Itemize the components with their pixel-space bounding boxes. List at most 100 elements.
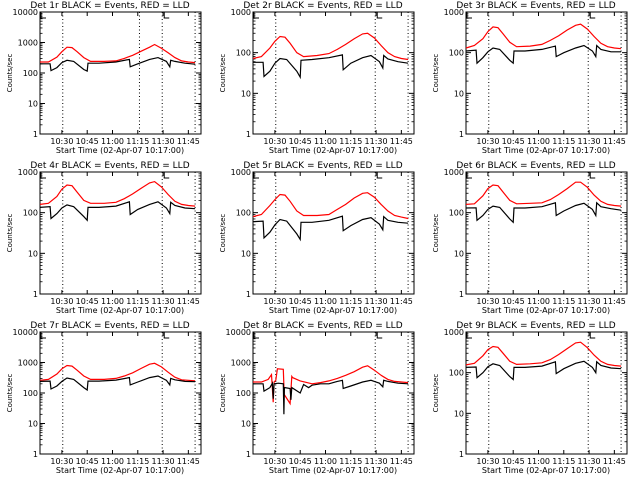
x-tick-label: 11:30	[365, 137, 388, 146]
eclipse-marker	[253, 331, 259, 339]
panel-title: Det 7r BLACK = Events, RED = LLD	[30, 321, 189, 331]
x-tick-label: 11:15	[339, 457, 362, 466]
events-series-line	[253, 54, 409, 80]
x-axis-label: Start Time (02-Apr-07 10:17:00)	[269, 306, 397, 315]
panel-title: Det 9r BLACK = Events, RED = LLD	[456, 321, 615, 331]
eclipse-marker	[40, 331, 46, 339]
x-tick-label: 11:45	[177, 297, 200, 306]
x-tick-label: 10:45	[502, 297, 525, 306]
y-tick-label: 10	[28, 100, 38, 109]
lld-series-line	[252, 32, 409, 61]
x-tick-label: 11:00	[314, 137, 337, 146]
lld-series-line	[465, 341, 622, 367]
x-tick-label: 10:30	[50, 137, 73, 146]
x-tick-label: 11:15	[126, 137, 149, 146]
panel-title: Det 1r BLACK = Events, RED = LLD	[30, 1, 189, 11]
x-tick-label: 10:45	[502, 457, 525, 466]
x-tick-label: 11:15	[552, 297, 575, 306]
x-axis-label: Start Time (02-Apr-07 10:17:00)	[56, 146, 184, 155]
y-axis-label: Counts/sec	[219, 214, 227, 253]
y-tick-label: 1	[459, 450, 464, 459]
y-tick-label: 1	[33, 130, 38, 139]
y-tick-label: 10000	[13, 328, 38, 337]
eclipse-marker	[40, 171, 46, 179]
x-tick-label: 11:45	[603, 457, 626, 466]
eclipse-marker	[40, 11, 46, 19]
eclipse-marker	[589, 171, 596, 179]
lld-series-line	[40, 43, 196, 64]
eclipse-marker	[376, 331, 383, 339]
y-tick-label: 1	[246, 130, 251, 139]
x-tick-label: 11:30	[152, 137, 175, 146]
y-axis-label: Counts/sec	[432, 214, 440, 253]
x-tick-label: 11:45	[390, 137, 413, 146]
x-tick-label: 10:45	[76, 297, 99, 306]
x-tick-label: 10:30	[476, 457, 499, 466]
y-tick-label: 10000	[13, 8, 38, 17]
lld-series-line	[253, 365, 409, 406]
y-axis-label: Counts/sec	[219, 54, 227, 93]
eclipse-marker	[253, 171, 259, 179]
plot-frame	[39, 331, 202, 455]
y-axis-label: Counts/sec	[6, 374, 14, 413]
y-tick-label: 1	[33, 450, 38, 459]
panel-title: Det 8r BLACK = Events, RED = LLD	[243, 321, 402, 331]
y-tick-label: 10	[454, 89, 464, 98]
x-tick-label: 11:00	[101, 137, 124, 146]
x-tick-label: 11:00	[527, 137, 550, 146]
x-tick-label: 10:45	[76, 457, 99, 466]
x-tick-label: 11:30	[365, 297, 388, 306]
detector-panel: Det 8r BLACK = Events, RED = LLD 1 10 100 10…	[219, 321, 415, 475]
eclipse-marker	[466, 331, 472, 339]
x-tick-label: 11:45	[390, 457, 413, 466]
x-tick-label: 10:30	[263, 297, 286, 306]
eclipse-marker	[466, 171, 472, 179]
events-series-line	[253, 379, 409, 415]
x-tick-label: 11:30	[578, 457, 601, 466]
y-axis-label: Counts/sec	[219, 374, 227, 413]
y-tick-label: 100	[236, 209, 251, 218]
y-tick-label: 1000	[444, 168, 464, 177]
detector-panel: Det 3r BLACK = Events, RED = LLD 1 10 100 10…	[432, 1, 628, 155]
y-tick-label: 100	[23, 209, 38, 218]
x-tick-label: 11:45	[603, 297, 626, 306]
events-series-line	[252, 215, 409, 242]
plot-frame	[39, 11, 202, 135]
x-tick-label: 11:30	[152, 297, 175, 306]
x-tick-label: 11:00	[314, 457, 337, 466]
lld-series-line	[39, 362, 196, 382]
detector-panel: Det 1r BLACK = Events, RED = LLD 1 10 100 10…	[6, 1, 202, 155]
y-tick-label: 1000	[18, 359, 38, 368]
y-tick-label: 1000	[444, 8, 464, 17]
y-tick-label: 100	[449, 209, 464, 218]
detector-panel: Det 6r BLACK = Events, RED = LLD 1 10 100 10…	[432, 161, 628, 315]
y-tick-label: 1000	[231, 168, 251, 177]
events-series-line	[40, 56, 196, 73]
eclipse-marker	[376, 11, 383, 19]
x-tick-label: 10:45	[289, 297, 312, 306]
y-axis-label: Counts/sec	[432, 54, 440, 93]
x-tick-label: 11:30	[365, 457, 388, 466]
eclipse-marker	[163, 11, 170, 19]
x-tick-label: 11:15	[339, 297, 362, 306]
y-tick-label: 10	[241, 249, 251, 258]
x-tick-label: 10:45	[289, 137, 312, 146]
x-axis-label: Start Time (02-Apr-07 10:17:00)	[482, 146, 610, 155]
lld-series-line	[39, 180, 196, 207]
plot-frame	[465, 331, 628, 455]
plot-frame	[465, 11, 628, 135]
lld-series-line	[465, 181, 622, 207]
x-tick-label: 11:30	[578, 137, 601, 146]
lld-series-line	[252, 192, 409, 220]
plot-frame	[252, 331, 415, 455]
x-axis-label: Start Time (02-Apr-07 10:17:00)	[56, 466, 184, 475]
x-tick-label: 10:30	[476, 137, 499, 146]
x-tick-label: 11:15	[552, 137, 575, 146]
y-tick-label: 1	[459, 130, 464, 139]
x-tick-label: 11:15	[552, 457, 575, 466]
y-tick-label: 10	[454, 249, 464, 258]
x-tick-label: 11:00	[527, 457, 550, 466]
y-axis-label: Counts/sec	[6, 54, 14, 93]
y-tick-label: 100	[23, 389, 38, 398]
